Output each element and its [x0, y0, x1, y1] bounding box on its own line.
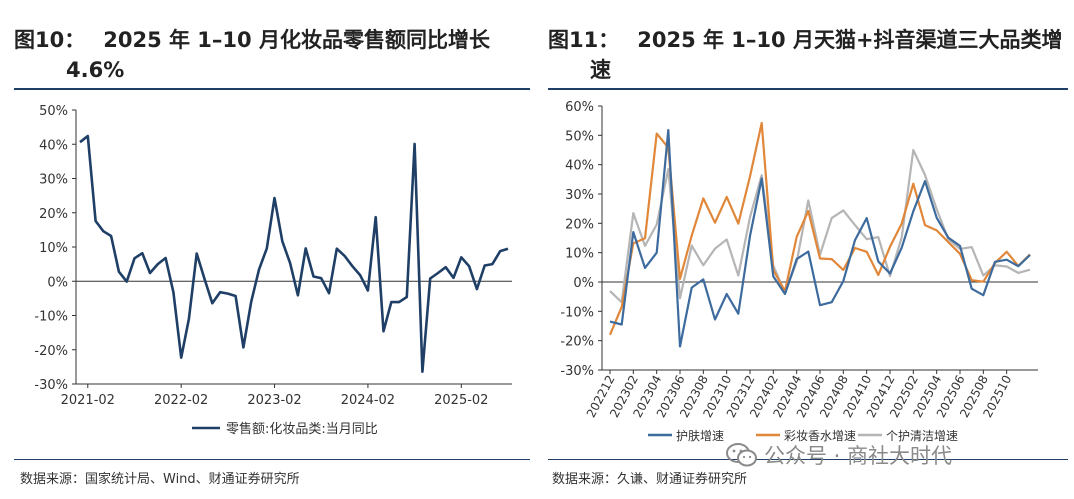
- left-y-tick-label: -10%: [34, 310, 68, 325]
- left-title-number: 图10：: [14, 28, 86, 52]
- left-x-tick-label: 2021-02: [61, 393, 115, 408]
- right-chart-title-line2: 速: [590, 58, 611, 82]
- right-panel: 图11： 2025 年 1–10 月天猫+抖音渠道三大品类增 速 60% 50% 40…: [540, 0, 1074, 499]
- right-y-tick-label: 50%: [565, 129, 594, 144]
- right-chart-title: 图11： 2025 年 1–10 月天猫+抖音渠道三大品类增: [548, 26, 1063, 54]
- left-y-tick-label: 50%: [39, 104, 68, 119]
- left-y-tick-label: 40%: [39, 138, 68, 153]
- left-source-rule: [14, 459, 530, 460]
- right-legend-label: 个护清洁增速: [886, 429, 958, 443]
- right-chart: 60%50%40%30%20%10%0%-10%-20%-30%20221220…: [560, 100, 1038, 443]
- left-title-rule: [14, 88, 530, 90]
- left-y-tick-label: 0%: [47, 275, 68, 290]
- left-panel: 图10： 2025 年 1–10 月化妆品零售额同比增长 4.6% 50% 40% 3…: [0, 0, 536, 499]
- right-source-rule: [548, 459, 1068, 460]
- right-y-tick-label: -20%: [560, 335, 594, 350]
- left-source: 数据来源：国家统计局、Wind、财通证券研究所: [20, 472, 300, 487]
- left-legend-label: 零售额:化妆品类:当月同比: [226, 421, 378, 437]
- watermark-text: 公众号 · 商社大时代: [764, 444, 953, 468]
- right-source: 数据来源：久谦、财通证券研究所: [552, 472, 748, 487]
- right-y-tick-label: 30%: [565, 188, 594, 203]
- left-title-text: 2025 年 1–10 月化妆品零售额同比增长: [103, 28, 490, 52]
- watermark: 公众号 · 商社大时代: [726, 440, 952, 470]
- left-series-line: [79, 134, 509, 374]
- left-y-tick-label: 30%: [39, 173, 68, 188]
- left-x-tick-label: 2024-02: [341, 393, 395, 408]
- right-y-tick-label: 0%: [573, 276, 594, 291]
- right-y-tick-label: 40%: [565, 159, 594, 174]
- left-y-tick-label: 10%: [39, 241, 68, 256]
- right-title-number: 图11：: [548, 28, 620, 52]
- left-y-tick-label: 20%: [39, 207, 68, 222]
- right-series-makeup: [608, 121, 1031, 336]
- left-chart-title-line2: 4.6%: [66, 58, 125, 82]
- right-y-tick-label: -30%: [560, 364, 594, 379]
- left-y-tick-label: -20%: [34, 344, 68, 359]
- left-x-tick-label: 2022-02: [154, 393, 208, 408]
- right-legend-label: 彩妆香水增速: [784, 429, 856, 443]
- right-title-text: 2025 年 1–10 月天猫+抖音渠道三大品类增: [637, 28, 1063, 52]
- left-chart: 50% 40% 30% 20% 10% 0% -10% -20% -30%2021-02 2022…: [34, 104, 512, 437]
- right-y-tick-label: 60%: [565, 100, 594, 115]
- right-title-rule: [548, 88, 1068, 90]
- wechat-icon: [726, 443, 757, 467]
- left-x-tick-label: 2025-02: [434, 393, 488, 408]
- right-series-skincare: [609, 128, 1031, 348]
- right-y-tick-label: 10%: [565, 247, 594, 262]
- left-chart-title: 图10： 2025 年 1–10 月化妆品零售额同比增长: [14, 26, 490, 54]
- left-x-tick-label: 2023-02: [247, 393, 301, 408]
- right-y-tick-label: -10%: [560, 305, 594, 320]
- right-y-tick-label: 20%: [565, 217, 594, 232]
- right-legend-label: 护肤增速: [676, 428, 724, 443]
- left-y-tick-label: -30%: [34, 378, 68, 393]
